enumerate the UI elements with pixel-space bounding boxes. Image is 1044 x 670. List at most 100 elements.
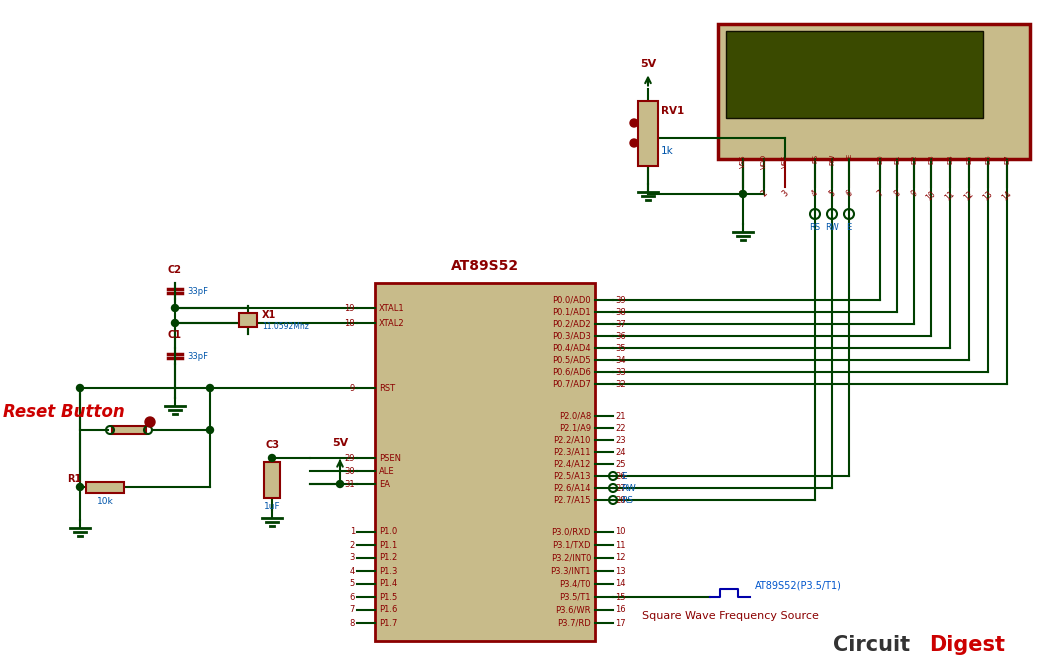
Circle shape xyxy=(76,484,84,490)
Text: 4: 4 xyxy=(350,567,355,576)
Text: 16: 16 xyxy=(615,606,625,614)
Text: E: E xyxy=(621,472,626,480)
Text: 32: 32 xyxy=(615,379,625,389)
Text: P2.0/A8: P2.0/A8 xyxy=(559,411,591,421)
Text: RS: RS xyxy=(812,154,818,163)
Text: ALE: ALE xyxy=(379,466,395,476)
Text: Square Wave Frequency Source: Square Wave Frequency Source xyxy=(642,611,818,621)
Text: 6: 6 xyxy=(350,592,355,602)
Text: R1: R1 xyxy=(67,474,81,484)
Text: 1uF: 1uF xyxy=(264,502,280,511)
Text: 24: 24 xyxy=(615,448,625,456)
Text: P2.1/A9: P2.1/A9 xyxy=(559,423,591,433)
Text: 26: 26 xyxy=(615,472,625,480)
Text: 19: 19 xyxy=(345,304,355,312)
Text: 12: 12 xyxy=(963,189,975,202)
Text: P3.2/INT0: P3.2/INT0 xyxy=(550,553,591,563)
Text: 34: 34 xyxy=(615,356,625,364)
Text: VEE: VEE xyxy=(782,154,788,168)
Text: 21: 21 xyxy=(615,411,625,421)
Circle shape xyxy=(145,417,155,427)
Text: P2.4/A12: P2.4/A12 xyxy=(553,460,591,468)
Bar xyxy=(726,31,983,118)
Text: 7: 7 xyxy=(350,606,355,614)
Text: 8: 8 xyxy=(350,618,355,628)
Text: 33pF: 33pF xyxy=(187,287,208,295)
Text: AT89S52: AT89S52 xyxy=(451,259,519,273)
Text: 7: 7 xyxy=(875,189,885,199)
Text: EA: EA xyxy=(379,480,390,488)
Text: P1.2: P1.2 xyxy=(379,553,398,563)
Text: P0.1/AD1: P0.1/AD1 xyxy=(552,308,591,316)
Text: 33pF: 33pF xyxy=(187,352,208,360)
Text: D7: D7 xyxy=(1004,154,1010,163)
Text: 13: 13 xyxy=(615,567,625,576)
Circle shape xyxy=(268,454,276,462)
Text: 35: 35 xyxy=(615,344,625,352)
Text: E: E xyxy=(846,154,852,158)
Bar xyxy=(264,462,280,498)
Text: 10k: 10k xyxy=(97,497,114,506)
Text: D3: D3 xyxy=(928,154,934,163)
Text: RS: RS xyxy=(621,496,633,505)
Text: RW: RW xyxy=(825,223,839,232)
Text: P0.6/AD6: P0.6/AD6 xyxy=(552,368,591,377)
Text: 10: 10 xyxy=(924,189,938,202)
Text: 9: 9 xyxy=(909,189,919,199)
Text: 11: 11 xyxy=(615,541,625,549)
Text: VSS: VSS xyxy=(740,154,746,168)
Text: 14: 14 xyxy=(1000,189,1014,202)
Text: D6: D6 xyxy=(984,154,991,163)
Text: 6: 6 xyxy=(845,189,854,199)
Text: P1.5: P1.5 xyxy=(379,592,398,602)
Text: 12: 12 xyxy=(615,553,625,563)
Text: 17: 17 xyxy=(615,618,625,628)
Text: RST: RST xyxy=(379,383,395,393)
Text: 1k: 1k xyxy=(661,146,673,156)
Text: 29: 29 xyxy=(345,454,355,462)
Text: P0.2/AD2: P0.2/AD2 xyxy=(552,320,591,328)
Text: 4: 4 xyxy=(810,189,820,199)
Circle shape xyxy=(207,427,214,433)
Text: P1.0: P1.0 xyxy=(379,527,398,537)
Text: P1.3: P1.3 xyxy=(379,567,398,576)
Text: P3.5/T1: P3.5/T1 xyxy=(560,592,591,602)
Text: P0.5/AD5: P0.5/AD5 xyxy=(552,356,591,364)
Text: 2: 2 xyxy=(350,541,355,549)
Bar xyxy=(112,426,146,434)
Text: 10: 10 xyxy=(615,527,625,537)
Text: 37: 37 xyxy=(615,320,625,328)
Text: D2: D2 xyxy=(911,154,917,163)
Text: RW: RW xyxy=(621,484,636,492)
Bar xyxy=(239,313,257,327)
Text: D1: D1 xyxy=(894,154,900,163)
Circle shape xyxy=(630,119,638,127)
Text: P1.4: P1.4 xyxy=(379,580,398,588)
Text: 38: 38 xyxy=(615,308,625,316)
Text: E: E xyxy=(847,223,852,232)
Text: 8: 8 xyxy=(893,189,902,199)
Text: 5: 5 xyxy=(827,189,837,199)
Text: P3.4/T0: P3.4/T0 xyxy=(560,580,591,588)
Text: Reset Button: Reset Button xyxy=(3,403,124,421)
Text: 13: 13 xyxy=(981,189,995,202)
Text: P3.1/TXD: P3.1/TXD xyxy=(552,541,591,549)
Text: P2.2/A10: P2.2/A10 xyxy=(553,436,591,444)
Text: 3: 3 xyxy=(780,189,790,199)
Text: 39: 39 xyxy=(615,295,625,304)
Text: 18: 18 xyxy=(345,318,355,328)
Circle shape xyxy=(207,385,214,391)
Text: PSEN: PSEN xyxy=(379,454,401,462)
Text: 2: 2 xyxy=(759,189,768,199)
Text: P3.0/RXD: P3.0/RXD xyxy=(551,527,591,537)
Text: 1: 1 xyxy=(738,189,748,199)
Text: C1: C1 xyxy=(168,330,182,340)
Text: RW: RW xyxy=(829,154,835,165)
Text: 36: 36 xyxy=(615,332,625,340)
Text: 5V: 5V xyxy=(332,438,348,448)
Text: 5V: 5V xyxy=(640,58,656,68)
Text: P1.7: P1.7 xyxy=(379,618,398,628)
Text: 15: 15 xyxy=(615,592,625,602)
Text: 9: 9 xyxy=(350,383,355,393)
Text: P0.3/AD3: P0.3/AD3 xyxy=(552,332,591,340)
